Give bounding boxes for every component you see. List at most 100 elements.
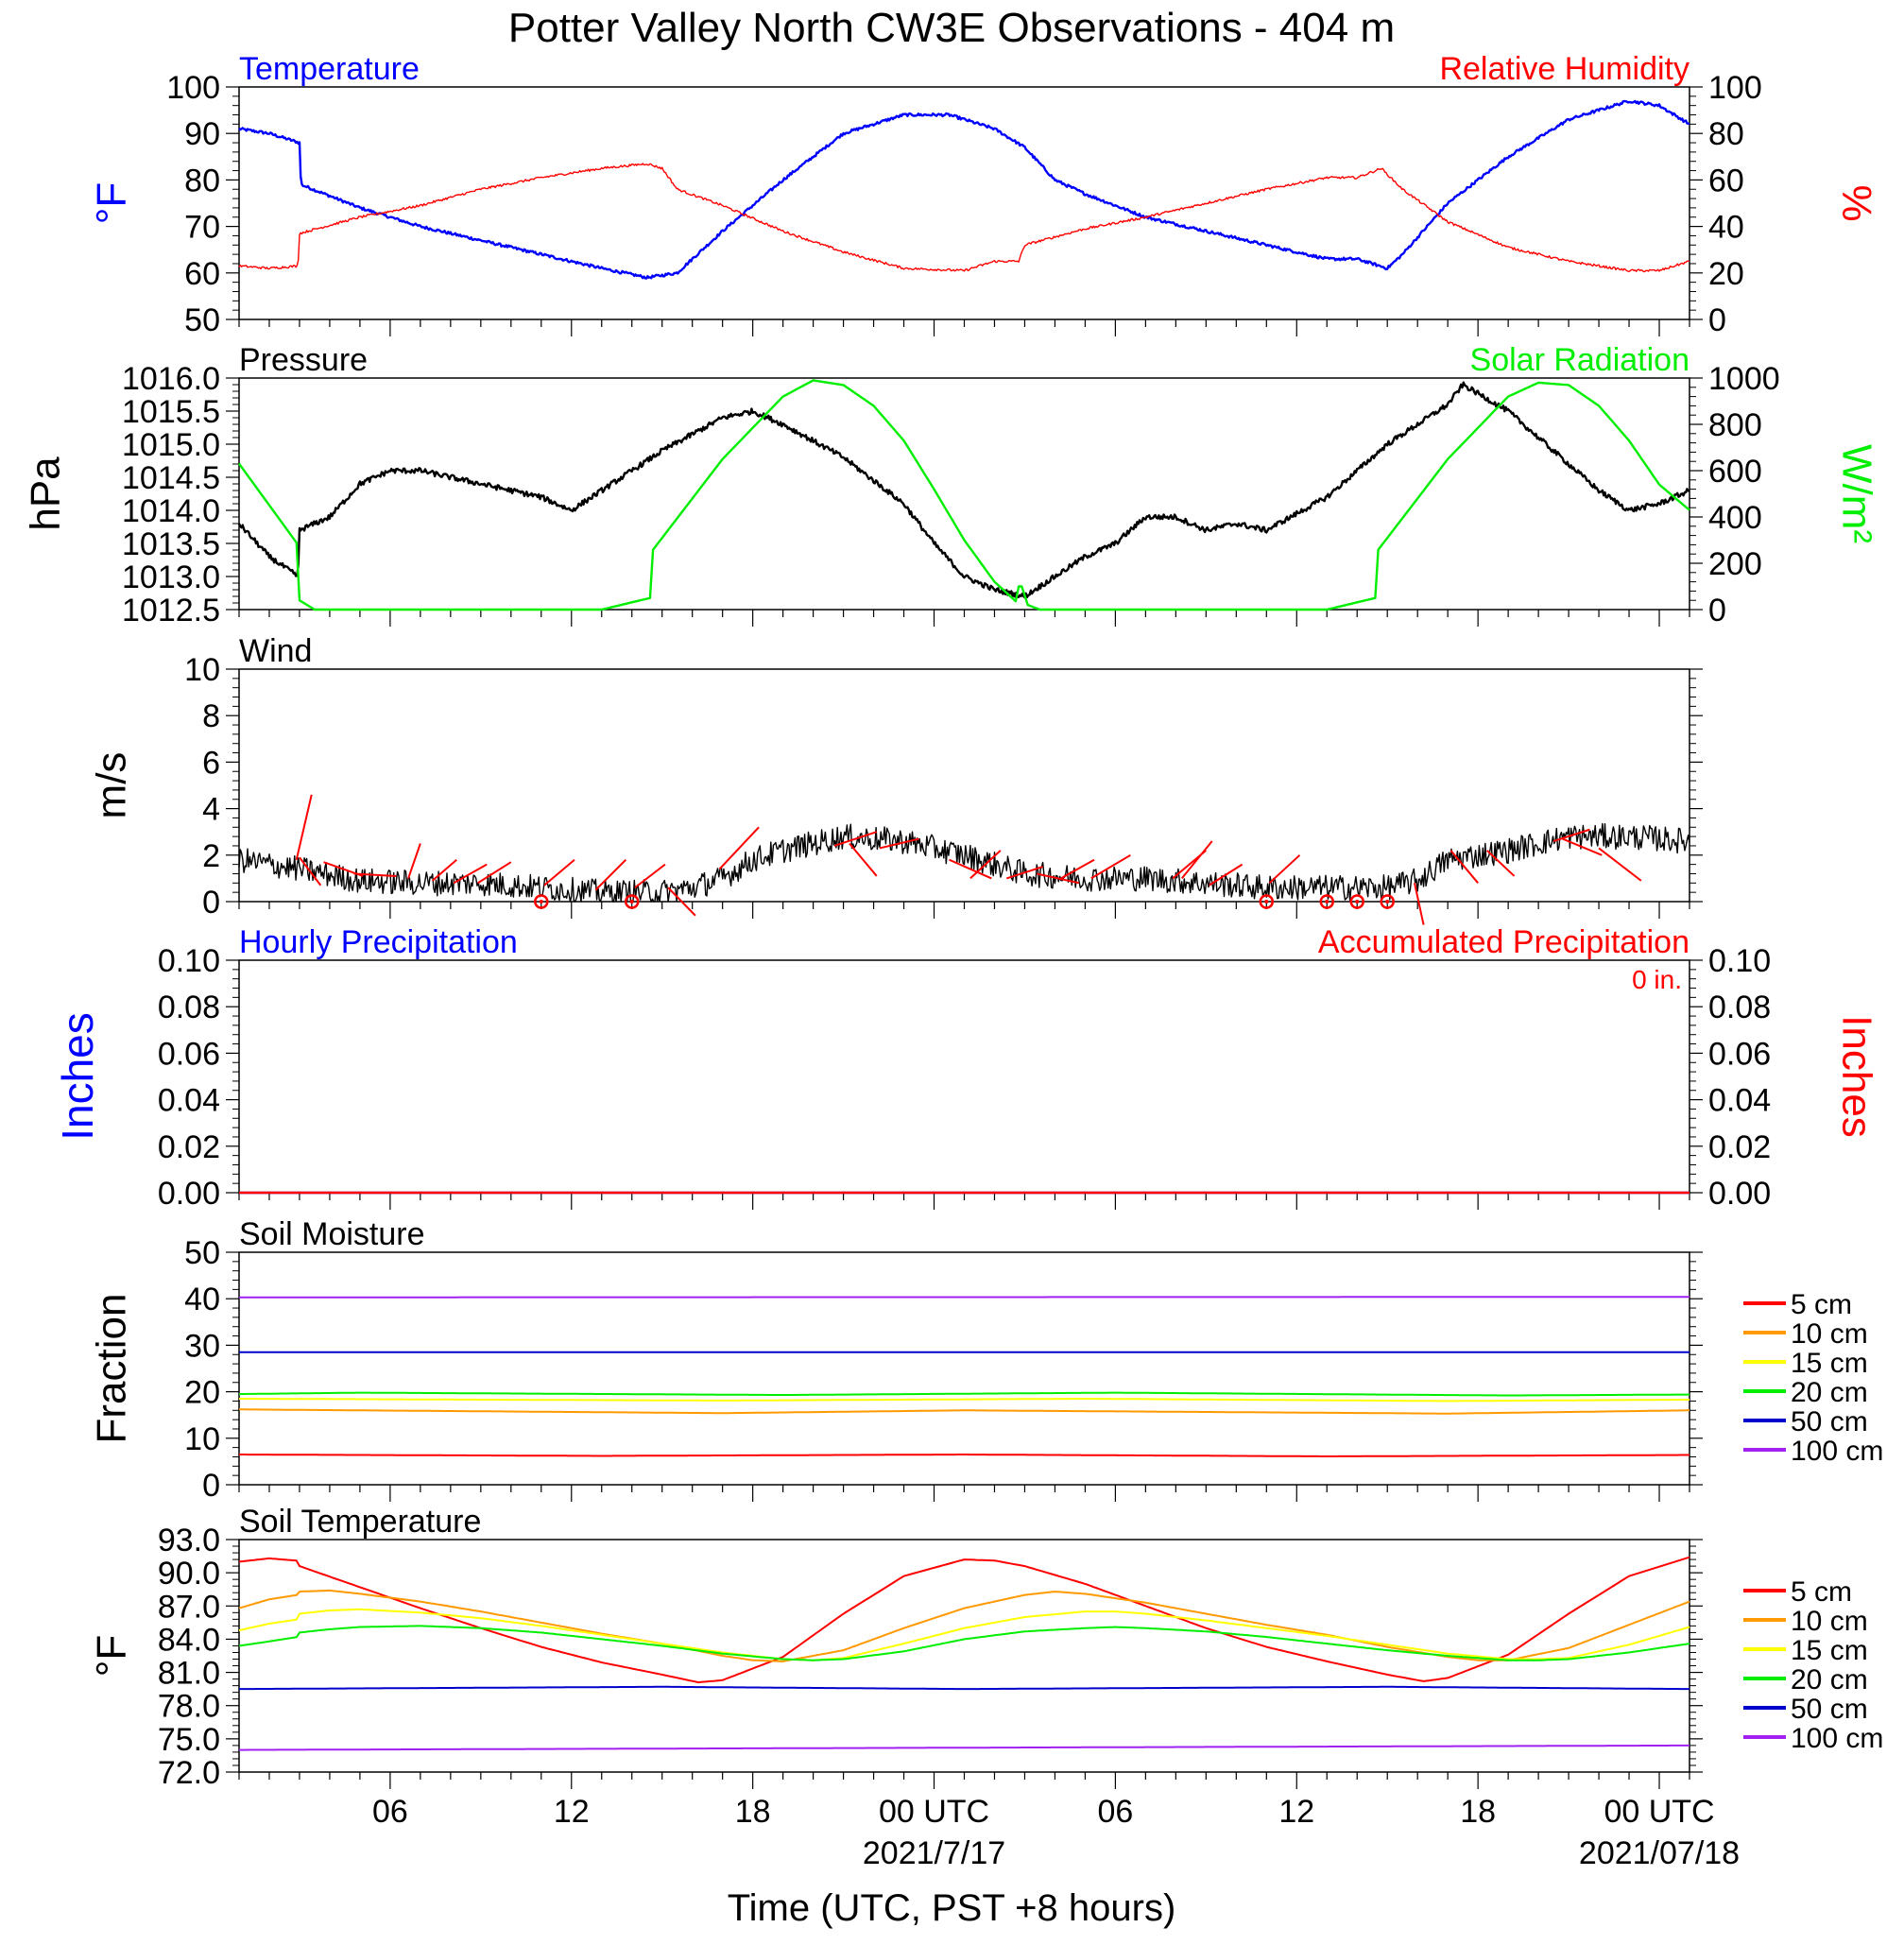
wind-barb [543,858,575,886]
x-tick-label: 18 [735,1794,771,1830]
y-left-tick-label: 1016.0 [122,361,220,397]
wind-barb [849,842,878,877]
series-line-soil-temp-4 [239,1685,1690,1691]
wind-barb [969,850,1002,880]
panel-title-left: Soil Temperature [239,1504,481,1540]
y-left-axis-label: °F [89,1635,135,1677]
y-right-tick-label: 600 [1708,454,1762,490]
figure-title: Potter Valley North CW3E Observations - … [508,5,1395,51]
wind-barb [1486,850,1516,877]
x-tick-label: 06 [1097,1794,1133,1830]
y-left-tick-label: 0 [202,885,220,921]
legend-label: 50 cm [1791,1406,1868,1437]
panel-title-right: Relative Humidity [1439,51,1690,87]
legend-label: 5 cm [1791,1289,1852,1320]
legend-label: 10 cm [1791,1606,1868,1637]
y-left-tick-label: 0.02 [158,1129,220,1165]
y-left-tick-label: 1014.0 [122,493,220,529]
wind-barb [1060,858,1095,880]
wind-barb [879,837,919,850]
y-left-tick-label: 10 [184,652,220,688]
x-tick-label: 12 [1278,1794,1314,1830]
y-right-tick-label: 0 [1708,593,1726,628]
series-line-temp-rh-1 [238,163,1690,273]
y-left-tick-label: 78.0 [158,1689,220,1725]
y-right-tick-label: 0 [1708,302,1726,338]
series-line-pressure-solar-0 [237,381,1690,599]
series-line-soil-temp-3 [238,1625,1690,1661]
y-left-tick-label: 1015.0 [122,427,220,463]
y-left-tick-label: 60 [184,256,220,292]
legend-label: 100 cm [1791,1723,1883,1754]
panel-title-right: Accumulated Precipitation [1318,924,1690,960]
panel-title-left: Soil Moisture [239,1216,425,1252]
panel-pressure-solar: 1012.51013.01013.51014.01014.51015.01015… [23,342,1880,628]
wind-calm-dot [1264,900,1269,904]
y-right-tick-label: 20 [1708,256,1744,292]
series-line-pressure-solar-1 [238,379,1690,611]
y-left-tick-label: 93.0 [158,1523,220,1558]
y-left-tick-label: 50 [184,302,220,338]
legend-label: 20 cm [1791,1377,1868,1408]
y-left-tick-label: 81.0 [158,1656,220,1692]
y-right-tick-label: 60 [1708,163,1744,198]
plot-frame [238,959,1690,1194]
y-left-tick-label: 75.0 [158,1722,220,1758]
x-tick-date-label: 2021/07/18 [1579,1835,1740,1871]
y-left-tick-label: 10 [184,1421,220,1457]
legend-label: 15 cm [1791,1635,1868,1666]
wind-barb [1005,866,1043,880]
y-left-tick-label: 1013.0 [122,559,220,595]
accumulated-total-label: 0 in. [1632,965,1682,994]
y-left-tick-label: 87.0 [158,1589,220,1625]
y-right-tick-label: 0.00 [1708,1176,1771,1212]
y-right-tick-label: 800 [1708,407,1762,443]
series-line-soil-moisture-3 [238,1391,1690,1397]
y-right-tick-label: 0.10 [1708,943,1771,979]
wind-calm-marker [1319,894,1334,909]
y-right-tick-label: 80 [1708,116,1744,152]
series-line-soil-temp-5 [239,1744,1690,1751]
y-left-tick-label: 1014.5 [122,460,220,496]
wind-barb [634,863,666,889]
y-left-tick-label: 0.10 [158,943,220,979]
y-left-tick-label: 0.04 [158,1083,220,1119]
wind-barb [1037,872,1080,885]
legend-label: 10 cm [1791,1318,1868,1350]
wind-barb [477,861,512,885]
y-left-tick-label: 1015.5 [122,394,220,430]
wind-calm-dot [539,900,543,904]
y-left-tick-label: 1012.5 [122,593,220,628]
y-right-tick-label: 0.04 [1708,1083,1771,1119]
panel-precip: 0.00 0.02 0.04 0.06 0.08 0.10 0.00 0.02 0.04 0.06… [53,924,1880,1212]
panel-temp-rh: 50 60 70 80 90 100 0 20 40 60 80 100 Temperature Rela… [89,51,1880,338]
wind-barb [718,826,760,870]
legend-label: 15 cm [1791,1348,1868,1379]
y-left-tick-label: 84.0 [158,1622,220,1658]
legend-label: 100 cm [1791,1436,1883,1467]
y-left-tick-label: 8 [202,698,220,734]
panel-title-left: Wind [239,633,312,669]
wind-calm-marker [624,894,640,909]
panel-title-left: Temperature [239,51,420,87]
wind-barb [1268,854,1301,885]
x-tick-label: 18 [1460,1794,1496,1830]
y-right-tick-label: 40 [1708,210,1744,246]
wind-calm-dot [1355,900,1360,904]
y-right-axis-label: W/m² [1834,444,1880,543]
series-line-wind-0 [238,822,1690,903]
y-left-tick-label: 6 [202,745,220,781]
y-left-tick-label: 50 [184,1235,220,1271]
panel-wind: 0 2 4 6 8 10 Wind m/s [89,633,1703,925]
legend-label: 50 cm [1791,1694,1868,1725]
series-line-soil-moisture-2 [239,1398,1690,1403]
wind-barb [453,863,488,885]
wind-barb [833,831,878,847]
wind-calm-dot [1325,900,1329,904]
plot-frame [238,86,1690,320]
panel-soil-temp: 72.075.078.081.084.087.090.093.0 Soil Tem… [89,1504,1884,1871]
